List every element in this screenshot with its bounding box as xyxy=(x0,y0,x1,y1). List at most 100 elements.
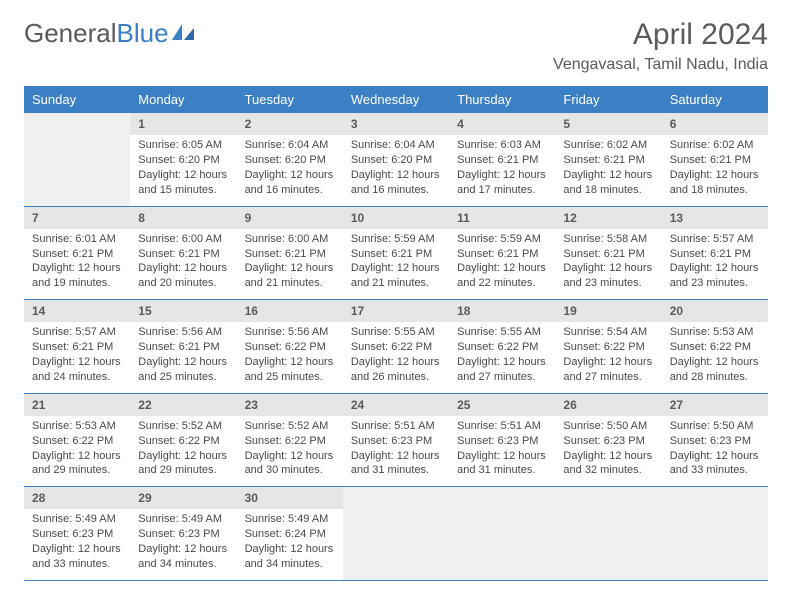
daylight-text-2: and 29 minutes. xyxy=(138,463,228,478)
brand-part2: Blue xyxy=(117,18,169,49)
sunset-text: Sunset: 6:21 PM xyxy=(563,153,653,168)
day-number: 14 xyxy=(24,300,130,323)
day-number: 16 xyxy=(237,300,343,323)
daylight-text-1: Daylight: 12 hours xyxy=(245,542,335,557)
day-number: 10 xyxy=(343,206,449,229)
daylight-text-1: Daylight: 12 hours xyxy=(138,542,228,557)
daylight-text-1: Daylight: 12 hours xyxy=(138,261,228,276)
sunset-text: Sunset: 6:23 PM xyxy=(563,434,653,449)
sunrise-text: Sunrise: 5:54 AM xyxy=(563,325,653,340)
sunset-text: Sunset: 6:23 PM xyxy=(457,434,547,449)
daylight-text-1: Daylight: 12 hours xyxy=(670,355,760,370)
sunset-text: Sunset: 6:23 PM xyxy=(32,527,122,542)
sunrise-text: Sunrise: 5:49 AM xyxy=(245,512,335,527)
daylight-text-1: Daylight: 12 hours xyxy=(351,168,441,183)
daylight-text-2: and 34 minutes. xyxy=(138,557,228,572)
day-number: 9 xyxy=(237,206,343,229)
sunrise-text: Sunrise: 5:49 AM xyxy=(32,512,122,527)
sunrise-text: Sunrise: 6:04 AM xyxy=(245,138,335,153)
day-cell xyxy=(24,135,130,206)
daylight-text-1: Daylight: 12 hours xyxy=(245,168,335,183)
day-cell xyxy=(555,509,661,580)
day-number: 23 xyxy=(237,393,343,416)
day-number: 26 xyxy=(555,393,661,416)
day-cell: Sunrise: 5:58 AMSunset: 6:21 PMDaylight:… xyxy=(555,229,661,300)
day-cell: Sunrise: 6:02 AMSunset: 6:21 PMDaylight:… xyxy=(662,135,768,206)
day-data-row: Sunrise: 6:05 AMSunset: 6:20 PMDaylight:… xyxy=(24,135,768,206)
day-number: 4 xyxy=(449,113,555,135)
day-cell: Sunrise: 5:52 AMSunset: 6:22 PMDaylight:… xyxy=(237,416,343,487)
day-data-row: Sunrise: 5:57 AMSunset: 6:21 PMDaylight:… xyxy=(24,322,768,393)
day-number: 13 xyxy=(662,206,768,229)
daylight-text-1: Daylight: 12 hours xyxy=(245,449,335,464)
sunset-text: Sunset: 6:22 PM xyxy=(457,340,547,355)
weekday-header: Saturday xyxy=(662,86,768,113)
sunset-text: Sunset: 6:22 PM xyxy=(563,340,653,355)
weekday-header: Friday xyxy=(555,86,661,113)
daylight-text-2: and 31 minutes. xyxy=(351,463,441,478)
day-number: 17 xyxy=(343,300,449,323)
day-number: 3 xyxy=(343,113,449,135)
day-cell: Sunrise: 6:02 AMSunset: 6:21 PMDaylight:… xyxy=(555,135,661,206)
daylight-text-2: and 18 minutes. xyxy=(563,183,653,198)
sunset-text: Sunset: 6:21 PM xyxy=(32,340,122,355)
sunset-text: Sunset: 6:21 PM xyxy=(32,247,122,262)
daylight-text-2: and 23 minutes. xyxy=(563,276,653,291)
sunset-text: Sunset: 6:23 PM xyxy=(670,434,760,449)
daylight-text-2: and 32 minutes. xyxy=(563,463,653,478)
daylight-text-1: Daylight: 12 hours xyxy=(563,261,653,276)
day-cell: Sunrise: 5:57 AMSunset: 6:21 PMDaylight:… xyxy=(24,322,130,393)
day-data-row: Sunrise: 5:53 AMSunset: 6:22 PMDaylight:… xyxy=(24,416,768,487)
day-data-row: Sunrise: 6:01 AMSunset: 6:21 PMDaylight:… xyxy=(24,229,768,300)
daylight-text-2: and 22 minutes. xyxy=(457,276,547,291)
daylight-text-1: Daylight: 12 hours xyxy=(670,261,760,276)
sunset-text: Sunset: 6:21 PM xyxy=(245,247,335,262)
daylight-text-1: Daylight: 12 hours xyxy=(563,168,653,183)
daylight-text-1: Daylight: 12 hours xyxy=(457,261,547,276)
daylight-text-2: and 34 minutes. xyxy=(245,557,335,572)
daylight-text-2: and 25 minutes. xyxy=(245,370,335,385)
day-number: 18 xyxy=(449,300,555,323)
sunrise-text: Sunrise: 5:51 AM xyxy=(351,419,441,434)
sunrise-text: Sunrise: 6:03 AM xyxy=(457,138,547,153)
day-cell: Sunrise: 5:55 AMSunset: 6:22 PMDaylight:… xyxy=(449,322,555,393)
daylight-text-1: Daylight: 12 hours xyxy=(670,168,760,183)
daylight-text-1: Daylight: 12 hours xyxy=(32,261,122,276)
sunrise-text: Sunrise: 5:57 AM xyxy=(32,325,122,340)
day-cell: Sunrise: 5:53 AMSunset: 6:22 PMDaylight:… xyxy=(24,416,130,487)
sunset-text: Sunset: 6:21 PM xyxy=(138,247,228,262)
sunset-text: Sunset: 6:22 PM xyxy=(670,340,760,355)
day-cell: Sunrise: 5:54 AMSunset: 6:22 PMDaylight:… xyxy=(555,322,661,393)
sunset-text: Sunset: 6:20 PM xyxy=(138,153,228,168)
daylight-text-1: Daylight: 12 hours xyxy=(351,449,441,464)
sunset-text: Sunset: 6:23 PM xyxy=(351,434,441,449)
sunset-text: Sunset: 6:20 PM xyxy=(351,153,441,168)
sunset-text: Sunset: 6:22 PM xyxy=(138,434,228,449)
sunrise-text: Sunrise: 5:55 AM xyxy=(457,325,547,340)
daylight-text-1: Daylight: 12 hours xyxy=(457,449,547,464)
calendar-table: SundayMondayTuesdayWednesdayThursdayFrid… xyxy=(24,86,768,581)
sunrise-text: Sunrise: 5:52 AM xyxy=(138,419,228,434)
day-cell: Sunrise: 5:59 AMSunset: 6:21 PMDaylight:… xyxy=(343,229,449,300)
day-number: 30 xyxy=(237,487,343,510)
day-number: 20 xyxy=(662,300,768,323)
sunset-text: Sunset: 6:21 PM xyxy=(563,247,653,262)
day-number-row: 14151617181920 xyxy=(24,300,768,323)
sunrise-text: Sunrise: 5:59 AM xyxy=(351,232,441,247)
sunset-text: Sunset: 6:22 PM xyxy=(245,434,335,449)
sunset-text: Sunset: 6:21 PM xyxy=(138,340,228,355)
day-cell xyxy=(449,509,555,580)
sunset-text: Sunset: 6:23 PM xyxy=(138,527,228,542)
day-cell: Sunrise: 6:00 AMSunset: 6:21 PMDaylight:… xyxy=(237,229,343,300)
day-cell xyxy=(662,509,768,580)
day-number: 19 xyxy=(555,300,661,323)
sunrise-text: Sunrise: 5:58 AM xyxy=(563,232,653,247)
daylight-text-2: and 20 minutes. xyxy=(138,276,228,291)
sail-icon xyxy=(172,18,194,49)
daylight-text-1: Daylight: 12 hours xyxy=(245,261,335,276)
day-cell: Sunrise: 5:49 AMSunset: 6:23 PMDaylight:… xyxy=(24,509,130,580)
sunrise-text: Sunrise: 5:50 AM xyxy=(563,419,653,434)
day-cell: Sunrise: 6:04 AMSunset: 6:20 PMDaylight:… xyxy=(237,135,343,206)
day-number xyxy=(662,487,768,510)
sunrise-text: Sunrise: 6:00 AM xyxy=(138,232,228,247)
